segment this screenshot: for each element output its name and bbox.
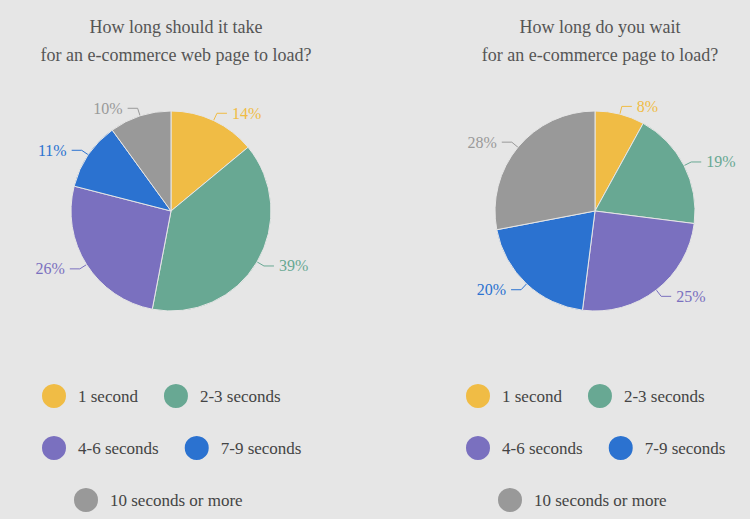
- svg-text:7-9 seconds: 7-9 seconds: [221, 439, 302, 458]
- svg-text:39%: 39%: [279, 257, 308, 274]
- svg-text:10%: 10%: [93, 100, 122, 117]
- svg-text:20%: 20%: [477, 281, 506, 298]
- svg-text:28%: 28%: [467, 134, 496, 151]
- svg-text:for an e-commerce web page to: for an e-commerce web page to load?: [41, 45, 312, 65]
- svg-text:for an e-commerce page to load: for an e-commerce page to load?: [482, 45, 718, 65]
- svg-text:11%: 11%: [38, 142, 67, 159]
- svg-text:How long do you wait: How long do you wait: [520, 17, 681, 37]
- svg-text:1 second: 1 second: [502, 387, 562, 406]
- svg-text:How long should it take: How long should it take: [90, 17, 263, 37]
- svg-text:4-6 seconds: 4-6 seconds: [502, 439, 583, 458]
- svg-text:2-3 seconds: 2-3 seconds: [624, 387, 705, 406]
- svg-text:1 second: 1 second: [78, 387, 138, 406]
- svg-text:25%: 25%: [676, 288, 705, 305]
- svg-text:2-3 seconds: 2-3 seconds: [200, 387, 281, 406]
- svg-text:10 seconds or more: 10 seconds or more: [534, 491, 667, 510]
- svg-text:19%: 19%: [706, 153, 735, 170]
- svg-text:4-6 seconds: 4-6 seconds: [78, 439, 159, 458]
- svg-text:26%: 26%: [35, 260, 64, 277]
- svg-text:7-9 seconds: 7-9 seconds: [645, 439, 726, 458]
- svg-text:10 seconds or more: 10 seconds or more: [110, 491, 243, 510]
- svg-text:8%: 8%: [637, 98, 658, 115]
- svg-text:14%: 14%: [232, 105, 261, 122]
